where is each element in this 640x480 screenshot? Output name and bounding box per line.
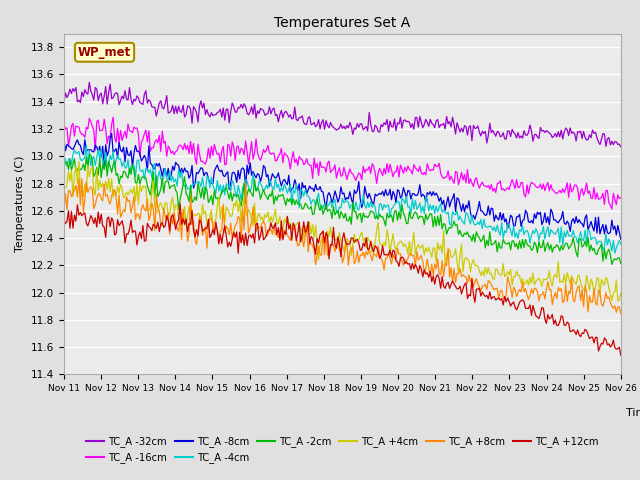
Text: Time: Time: [627, 408, 640, 419]
Text: WP_met: WP_met: [78, 46, 131, 59]
Y-axis label: Temperatures (C): Temperatures (C): [15, 156, 26, 252]
Title: Temperatures Set A: Temperatures Set A: [275, 16, 410, 30]
Legend: TC_A -32cm, TC_A -16cm, TC_A -8cm, TC_A -4cm, TC_A -2cm, TC_A +4cm, TC_A +8cm, T: TC_A -32cm, TC_A -16cm, TC_A -8cm, TC_A …: [82, 432, 603, 467]
